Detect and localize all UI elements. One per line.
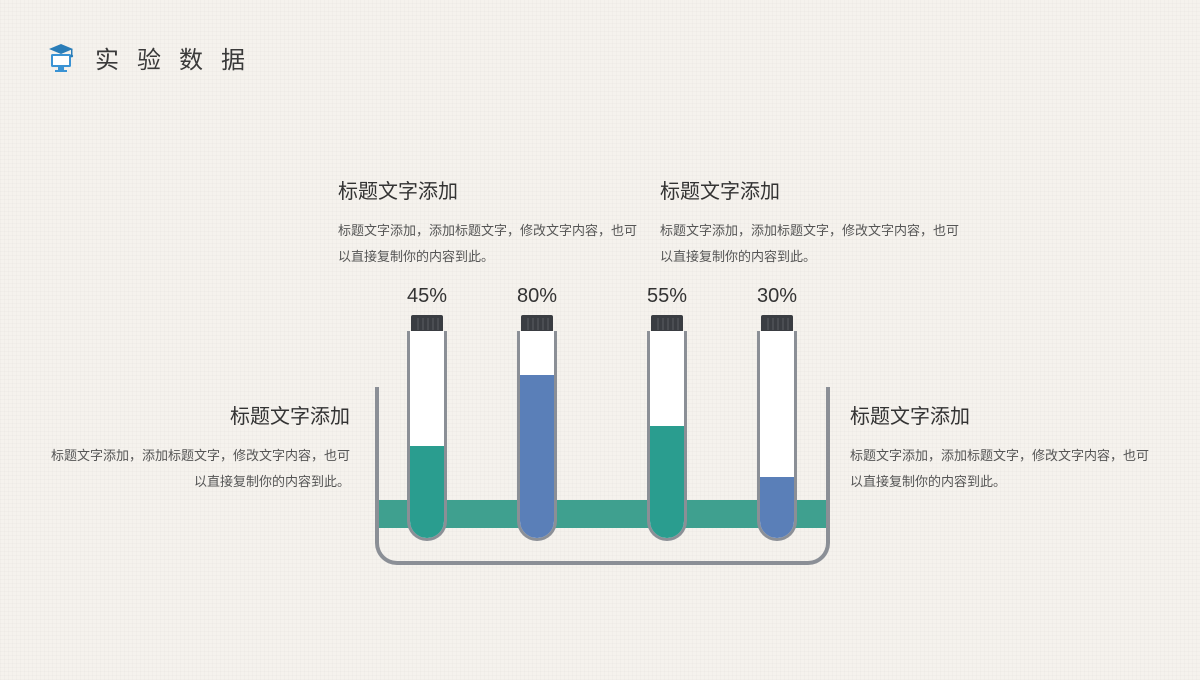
tube-glass bbox=[757, 331, 797, 541]
block-body: 标题文字添加，添加标题文字，修改文字内容，也可以直接复制你的内容到此。 bbox=[660, 218, 970, 270]
block-body: 标题文字添加，添加标题文字，修改文字内容，也可以直接复制你的内容到此。 bbox=[338, 218, 648, 270]
block-body: 标题文字添加，添加标题文字，修改文字内容，也可以直接复制你的内容到此。 bbox=[40, 443, 350, 495]
tube-glass bbox=[517, 331, 557, 541]
tube-fill bbox=[410, 446, 444, 538]
page-title: 实验数据 bbox=[95, 40, 263, 75]
tube-value-label: 30% bbox=[757, 285, 797, 308]
tube-glass bbox=[407, 331, 447, 541]
page-header: 实验数据 bbox=[45, 40, 263, 75]
tube-fill bbox=[520, 375, 554, 538]
test-tube: 80% bbox=[515, 315, 559, 543]
text-block-top-right: 标题文字添加 标题文字添加，添加标题文字，修改文字内容，也可以直接复制你的内容到… bbox=[660, 175, 970, 270]
test-tube: 45% bbox=[405, 315, 449, 543]
text-block-top-left: 标题文字添加 标题文字添加，添加标题文字，修改文字内容，也可以直接复制你的内容到… bbox=[338, 175, 648, 270]
tube-glass bbox=[647, 331, 687, 541]
test-tube: 55% bbox=[645, 315, 689, 543]
block-title: 标题文字添加 bbox=[338, 175, 648, 204]
tube-value-label: 55% bbox=[647, 285, 687, 308]
block-title: 标题文字添加 bbox=[40, 400, 350, 429]
text-block-bottom-left: 标题文字添加 标题文字添加，添加标题文字，修改文字内容，也可以直接复制你的内容到… bbox=[40, 400, 350, 495]
tube-fill bbox=[650, 426, 684, 538]
text-block-bottom-right: 标题文字添加 标题文字添加，添加标题文字，修改文字内容，也可以直接复制你的内容到… bbox=[850, 400, 1160, 495]
tube-fill bbox=[760, 477, 794, 538]
block-title: 标题文字添加 bbox=[660, 175, 970, 204]
test-tube-rack-chart: 45%80%55%30% bbox=[375, 345, 830, 565]
test-tube: 30% bbox=[755, 315, 799, 543]
tube-value-label: 80% bbox=[517, 285, 557, 308]
block-body: 标题文字添加，添加标题文字，修改文字内容，也可以直接复制你的内容到此。 bbox=[850, 443, 1160, 495]
block-title: 标题文字添加 bbox=[850, 400, 1160, 429]
tube-value-label: 45% bbox=[407, 285, 447, 308]
graduation-monitor-icon bbox=[45, 42, 77, 74]
